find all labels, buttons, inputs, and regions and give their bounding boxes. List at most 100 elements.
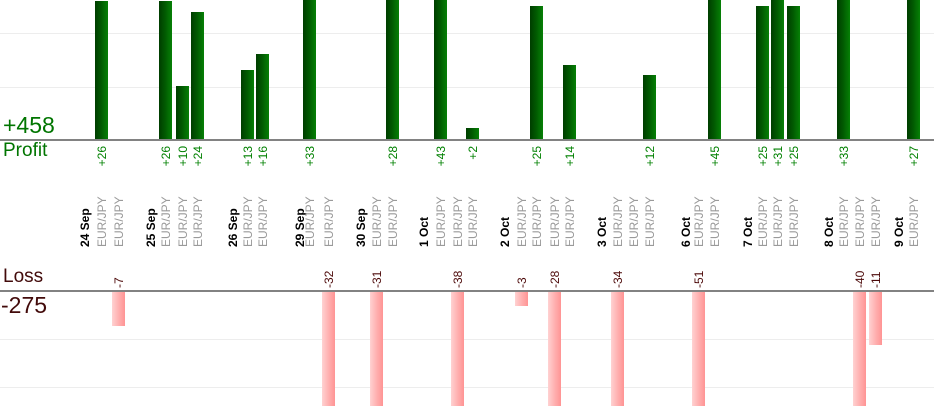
instrument-label: EUR/JPY: [465, 196, 480, 247]
instrument-label: EUR/JPY: [906, 196, 921, 247]
loss-bar: [692, 292, 705, 406]
date-label: 3 Oct: [595, 216, 609, 247]
profit-value-label: +43: [433, 146, 448, 167]
date-label: 25 Sep: [144, 208, 158, 247]
profit-value-label: +10: [175, 146, 190, 167]
loss-value-label: -28: [547, 270, 562, 288]
profit-bar: [643, 75, 656, 139]
instrument-label: EUR/JPY: [94, 196, 109, 247]
instrument-label: EUR/JPY: [302, 196, 317, 247]
profit-bar: [241, 70, 254, 139]
profit-bar: [466, 128, 479, 139]
instrument-label: EUR/JPY: [691, 196, 706, 247]
loss-bar: [611, 292, 624, 406]
instrument-label: EUR/JPY: [450, 196, 465, 247]
instrument-label: EUR/JPY: [707, 196, 722, 247]
loss-value-label: -3: [514, 277, 529, 288]
profit-value-label: +25: [529, 146, 544, 167]
date-label: 8 Oct: [822, 216, 836, 247]
profit-bar: [907, 0, 920, 139]
instrument-label: EUR/JPY: [190, 196, 205, 247]
profit-value-label: +27: [906, 146, 921, 167]
instrument-label: EUR/JPY: [175, 196, 190, 247]
profit-bar: [95, 1, 108, 139]
instrument-label: EUR/JPY: [547, 196, 562, 247]
profit-bar: [771, 0, 784, 139]
loss-bar: [370, 292, 383, 406]
instrument-label: EUR/JPY: [111, 196, 126, 247]
profit-value-label: +25: [786, 146, 801, 167]
loss-value-label: -32: [321, 270, 336, 288]
date-label: 6 Oct: [679, 216, 693, 247]
loss-value-label: -31: [369, 270, 384, 288]
profit-bar: [191, 12, 204, 139]
profit-value-label: +28: [385, 146, 400, 167]
instrument-label: EUR/JPY: [158, 196, 173, 247]
instrument-label: EUR/JPY: [836, 196, 851, 247]
loss-value-label: -40: [852, 270, 867, 288]
date-label: 26 Sep: [226, 208, 240, 247]
loss-bar: [322, 292, 335, 406]
date-label: 24 Sep: [78, 208, 92, 247]
profit-value-label: +33: [302, 146, 317, 167]
loss-value-label: -7: [111, 277, 126, 288]
instrument-label: EUR/JPY: [852, 196, 867, 247]
profit-bar: [756, 6, 769, 139]
profit-value-label: +26: [158, 146, 173, 167]
instrument-label: EUR/JPY: [255, 196, 270, 247]
instrument-label: EUR/JPY: [610, 196, 625, 247]
profit-axis-line: [0, 139, 934, 141]
date-label: 2 Oct: [498, 216, 512, 247]
profit-value-label: +12: [642, 146, 657, 167]
date-label: 9 Oct: [892, 216, 906, 247]
instrument-label: EUR/JPY: [755, 196, 770, 247]
loss-gridline: [0, 339, 934, 340]
profit-value-label: +25: [755, 146, 770, 167]
instrument-label: EUR/JPY: [529, 196, 544, 247]
loss-value-label: -51: [691, 270, 706, 288]
profit-bar: [837, 0, 850, 139]
instrument-label: EUR/JPY: [514, 196, 529, 247]
date-label: 1 Oct: [417, 216, 431, 247]
instrument-label: EUR/JPY: [562, 196, 577, 247]
loss-total: -275: [1, 292, 48, 318]
profit-value-label: +14: [562, 146, 577, 167]
loss-bar: [451, 292, 464, 406]
profit-bar: [434, 0, 447, 139]
loss-value-label: -38: [450, 270, 465, 288]
profit-value-label: +16: [255, 146, 270, 167]
instrument-label: EUR/JPY: [433, 196, 448, 247]
loss-bar: [853, 292, 866, 406]
loss-value-label: -34: [610, 270, 625, 288]
profit-value-label: +33: [836, 146, 851, 167]
profit-bar: [303, 0, 316, 139]
profit-bar: [159, 1, 172, 139]
loss-axis-line: [0, 290, 934, 292]
loss-panel-label: Loss: [3, 266, 44, 287]
profit-value-label: +26: [94, 146, 109, 167]
instrument-label: EUR/JPY: [385, 196, 400, 247]
instrument-label: EUR/JPY: [642, 196, 657, 247]
profit-gridline: [0, 33, 934, 34]
profit-bar: [787, 6, 800, 139]
instrument-label: EUR/JPY: [240, 196, 255, 247]
instrument-label: EUR/JPY: [321, 196, 336, 247]
loss-gridline: [0, 387, 934, 388]
profit-bar: [256, 54, 269, 139]
profit-bar: [530, 6, 543, 139]
profit-value-label: +2: [465, 146, 480, 160]
profit-value-label: +45: [707, 146, 722, 167]
profit-value-label: +24: [190, 146, 205, 167]
instrument-label: EUR/JPY: [626, 196, 641, 247]
loss-bar: [548, 292, 561, 406]
loss-bar: [112, 292, 125, 326]
loss-value-label: -11: [868, 271, 883, 288]
loss-bar: [869, 292, 882, 345]
loss-bar: [515, 292, 528, 306]
profit-value-label: +13: [240, 146, 255, 167]
instrument-label: EUR/JPY: [868, 196, 883, 247]
instrument-label: EUR/JPY: [770, 196, 785, 247]
instrument-label: EUR/JPY: [369, 196, 384, 247]
profit-panel-label: Profit: [3, 140, 48, 161]
instrument-label: EUR/JPY: [786, 196, 801, 247]
